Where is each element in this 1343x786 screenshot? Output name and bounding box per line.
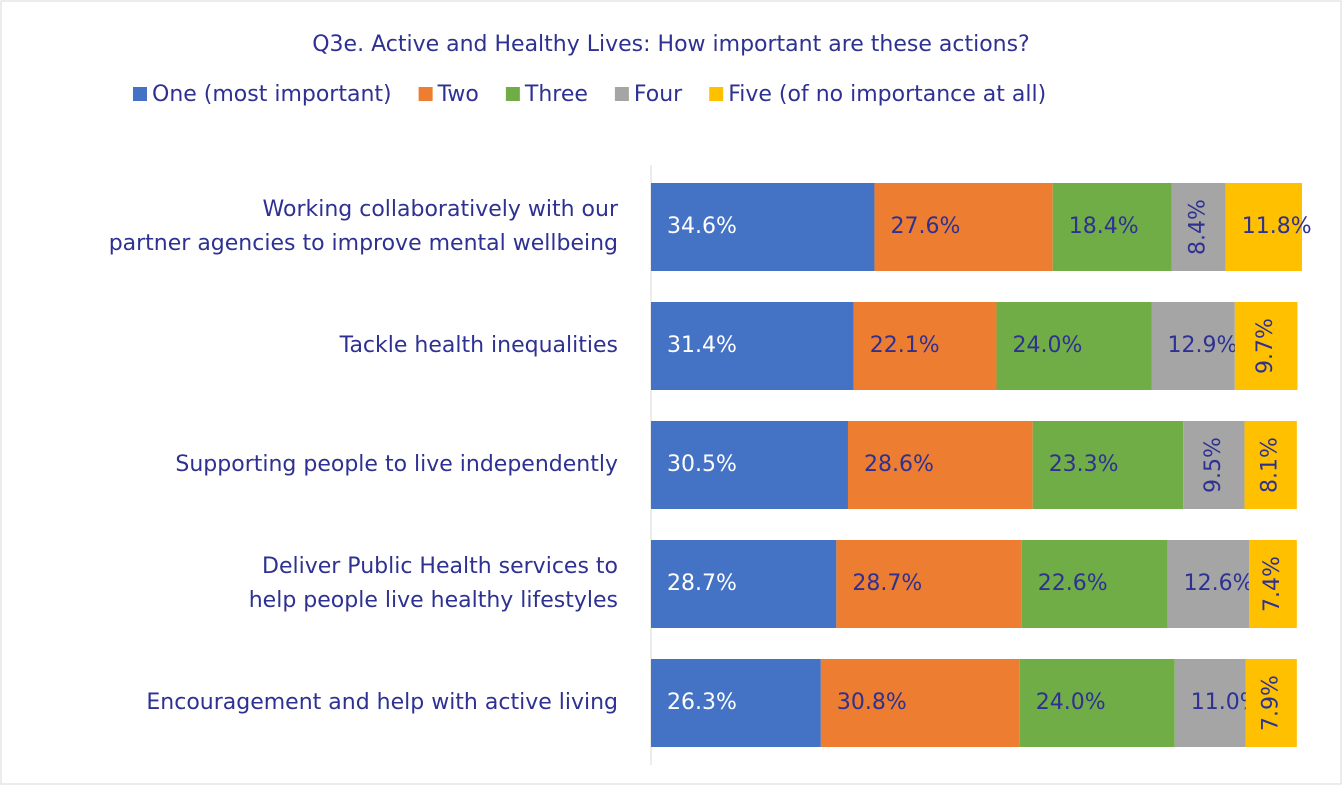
data-label: 7.9% xyxy=(1258,675,1283,731)
bar-segment xyxy=(1019,659,1175,747)
data-label: 30.8% xyxy=(837,690,907,715)
category-label: help people live healthy lifestyles xyxy=(249,588,618,613)
legend-label: Three xyxy=(524,82,588,107)
legend-label: One (most important) xyxy=(152,82,392,107)
legend-swatch xyxy=(133,87,147,101)
data-label: 11.8% xyxy=(1242,214,1312,239)
bar-segment xyxy=(1174,659,1246,747)
bar-segment xyxy=(1167,540,1250,628)
legend-swatch xyxy=(614,87,629,101)
category-label: Tackle health inequalities xyxy=(339,333,618,358)
bar-segment xyxy=(1245,659,1297,747)
data-label: 8.4% xyxy=(1186,199,1211,255)
category-label: partner agencies to improve mental wellb… xyxy=(109,231,618,256)
data-label: 22.1% xyxy=(870,333,940,358)
data-label: 28.7% xyxy=(667,571,737,596)
category-label: Encouragement and help with active livin… xyxy=(146,690,618,715)
bar-segment xyxy=(651,540,837,628)
bar-segment xyxy=(996,302,1152,390)
data-label: 22.6% xyxy=(1038,571,1108,596)
bar-segment xyxy=(1021,540,1168,628)
legend-label: Four xyxy=(634,82,683,107)
bar-segment xyxy=(651,659,821,747)
bar-segment xyxy=(651,302,854,390)
bar-segment xyxy=(1244,421,1297,509)
bar-segment xyxy=(1225,183,1302,271)
data-label: 7.4% xyxy=(1260,556,1285,612)
bar-segment xyxy=(1151,302,1235,390)
data-label: 24.0% xyxy=(1036,690,1106,715)
legend-swatch xyxy=(709,87,724,101)
data-label: 12.9% xyxy=(1168,333,1238,358)
legend-label: Two xyxy=(437,82,479,107)
category-label: Supporting people to live independently xyxy=(175,452,618,477)
data-label: 28.7% xyxy=(852,571,922,596)
data-label: 12.6% xyxy=(1184,571,1254,596)
legend-label: Five (of no importance at all) xyxy=(728,82,1046,107)
bar-segment xyxy=(1249,540,1297,628)
bar-segment xyxy=(820,659,1020,747)
chart-title: Q3e. Active and Healthy Lives: How impor… xyxy=(312,32,1030,57)
data-label: 8.1% xyxy=(1258,437,1283,493)
bar-segment xyxy=(836,540,1022,628)
category-label: Deliver Public Health services to xyxy=(262,554,618,579)
bar-segment xyxy=(847,421,1033,509)
bar-segment xyxy=(1032,421,1184,509)
data-label: 31.4% xyxy=(667,333,737,358)
data-label: 24.0% xyxy=(1013,333,1083,358)
data-label: 26.3% xyxy=(667,690,737,715)
bar-segment xyxy=(853,302,997,390)
bar-segment xyxy=(1052,183,1172,271)
bar-segment xyxy=(1234,302,1298,390)
data-label: 18.4% xyxy=(1069,214,1139,239)
data-label: 27.6% xyxy=(890,214,960,239)
data-label: 28.6% xyxy=(864,452,934,477)
data-label: 30.5% xyxy=(667,452,737,477)
bar-segment xyxy=(1171,183,1226,271)
bar-segment xyxy=(651,183,875,271)
legend-swatch xyxy=(505,87,520,101)
data-label: 9.5% xyxy=(1201,437,1226,493)
legend-swatch xyxy=(418,87,433,101)
bar-segment xyxy=(874,183,1053,271)
data-label: 23.3% xyxy=(1049,452,1119,477)
bar-segment xyxy=(651,421,848,509)
data-label: 34.6% xyxy=(667,214,737,239)
bar-segment xyxy=(1183,421,1245,509)
data-label: 9.7% xyxy=(1253,318,1278,374)
category-label: Working collaboratively with our xyxy=(263,197,619,222)
